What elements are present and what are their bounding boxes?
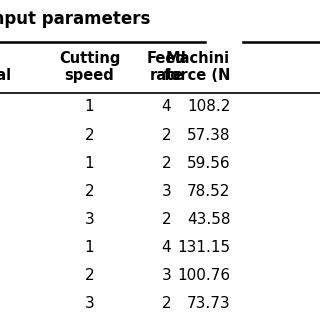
Text: 2: 2 xyxy=(162,297,171,311)
Text: 2: 2 xyxy=(85,268,94,283)
Text: 43.58: 43.58 xyxy=(187,212,230,227)
Text: 1: 1 xyxy=(85,100,94,114)
Text: 100.76: 100.76 xyxy=(177,268,230,283)
Text: 108.2: 108.2 xyxy=(187,100,230,114)
Text: 2: 2 xyxy=(162,212,171,227)
Text: 3: 3 xyxy=(162,184,171,199)
Text: 57.38: 57.38 xyxy=(187,128,230,142)
Text: 4: 4 xyxy=(162,100,171,114)
Text: 59.56: 59.56 xyxy=(187,156,230,171)
Text: 3: 3 xyxy=(162,268,171,283)
Text: Cutting
speed: Cutting speed xyxy=(59,51,120,84)
Text: 131.15: 131.15 xyxy=(177,240,230,255)
Text: 2: 2 xyxy=(162,128,171,142)
Text: ol
erial: ol erial xyxy=(0,51,12,84)
Text: 78.52: 78.52 xyxy=(187,184,230,199)
Text: 3: 3 xyxy=(85,297,94,311)
Text: 2: 2 xyxy=(85,184,94,199)
Text: 1: 1 xyxy=(85,156,94,171)
Text: input parameters: input parameters xyxy=(0,10,151,28)
Text: 3: 3 xyxy=(85,212,94,227)
Text: 2: 2 xyxy=(85,128,94,142)
Text: Machini
force (N: Machini force (N xyxy=(164,51,230,84)
Text: 73.73: 73.73 xyxy=(187,297,230,311)
Text: 2: 2 xyxy=(162,156,171,171)
Text: 1: 1 xyxy=(85,240,94,255)
Text: 4: 4 xyxy=(162,240,171,255)
Text: Feed
rate: Feed rate xyxy=(147,51,186,84)
